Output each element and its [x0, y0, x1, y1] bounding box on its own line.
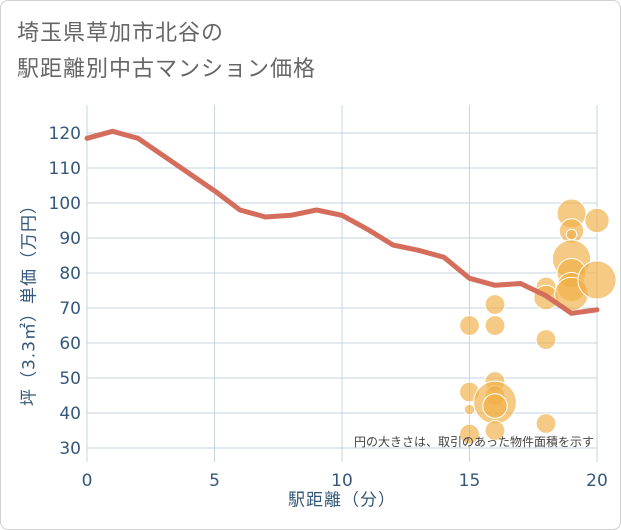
- chart-title-line1: 埼玉県草加市北谷の: [17, 21, 225, 46]
- y-axis-title: 坪（3.3㎡）単価（万円）: [19, 195, 40, 407]
- data-bubble: [459, 423, 480, 445]
- y-tick-label: 30: [59, 439, 81, 459]
- y-tick-label: 80: [59, 264, 81, 284]
- data-bubble: [484, 420, 506, 441]
- y-tick-label: 110: [49, 159, 81, 179]
- data-bubble: [463, 403, 476, 416]
- y-tick-label: 60: [59, 334, 81, 354]
- x-tick-label: 5: [209, 471, 220, 491]
- chart-title-line2: 駅距離別中古マンション価格: [17, 57, 317, 82]
- y-tick-label: 120: [49, 124, 81, 144]
- y-tick-label: 50: [59, 369, 81, 389]
- y-tick-label: 40: [59, 404, 81, 424]
- data-bubble: [584, 207, 610, 234]
- data-bubble: [484, 294, 506, 315]
- x-axis-title: 駅距離（分）: [288, 490, 396, 511]
- data-bubble: [535, 413, 557, 434]
- y-tick-label: 70: [59, 299, 81, 319]
- data-bubble: [484, 315, 506, 336]
- y-tick-label: 100: [49, 194, 81, 214]
- y-tick-label: 90: [59, 229, 81, 249]
- data-bubble: [577, 260, 617, 300]
- x-tick-label: 10: [331, 471, 353, 491]
- data-bubble: [482, 393, 508, 419]
- x-tick-label: 0: [82, 471, 93, 491]
- x-tick-label: 15: [459, 471, 481, 491]
- data-bubble: [565, 228, 578, 241]
- average-price-line: [84, 128, 600, 316]
- bubble-size-note: 円の大きさは、取引のあった物件面積を示す: [353, 435, 594, 449]
- x-tick-label: 20: [586, 471, 608, 491]
- data-bubble: [459, 315, 480, 336]
- data-bubble: [535, 329, 557, 350]
